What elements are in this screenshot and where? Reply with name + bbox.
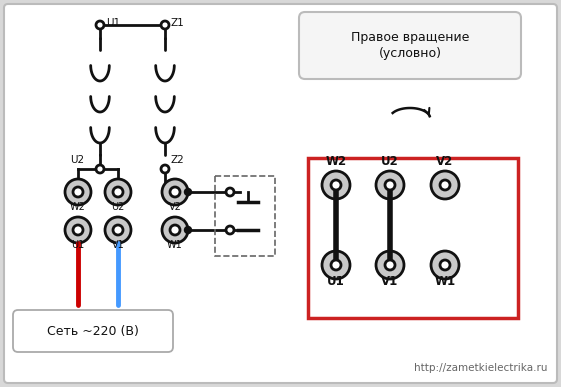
Circle shape — [73, 225, 83, 235]
Text: Z2: Z2 — [171, 155, 185, 165]
Circle shape — [385, 180, 395, 190]
Circle shape — [331, 180, 341, 190]
FancyBboxPatch shape — [13, 310, 173, 352]
Circle shape — [162, 217, 188, 243]
Circle shape — [431, 251, 459, 279]
Text: Сеть ~220 (В): Сеть ~220 (В) — [47, 325, 139, 339]
Text: V2: V2 — [168, 202, 181, 212]
Circle shape — [376, 251, 404, 279]
FancyBboxPatch shape — [299, 12, 521, 79]
Text: W2: W2 — [325, 155, 347, 168]
Bar — [215, 176, 275, 256]
Text: U2: U2 — [111, 202, 125, 212]
Circle shape — [65, 179, 91, 205]
Circle shape — [113, 225, 123, 235]
Circle shape — [105, 217, 131, 243]
Text: Правое вращение
(условно): Правое вращение (условно) — [351, 31, 469, 60]
Circle shape — [170, 225, 180, 235]
Circle shape — [226, 188, 234, 196]
Circle shape — [322, 171, 350, 199]
Circle shape — [440, 180, 450, 190]
Text: U1: U1 — [71, 240, 85, 250]
Circle shape — [170, 187, 180, 197]
Text: W2: W2 — [70, 202, 86, 212]
Circle shape — [65, 217, 91, 243]
Circle shape — [73, 187, 83, 197]
Text: V2: V2 — [436, 155, 454, 168]
FancyBboxPatch shape — [4, 4, 557, 383]
Text: W1: W1 — [167, 240, 183, 250]
Circle shape — [322, 251, 350, 279]
Text: V1: V1 — [112, 240, 125, 250]
Circle shape — [113, 187, 123, 197]
Circle shape — [440, 260, 450, 270]
Text: W1: W1 — [434, 275, 456, 288]
Text: http://zametkielectrika.ru: http://zametkielectrika.ru — [415, 363, 548, 373]
Circle shape — [226, 226, 234, 234]
Circle shape — [161, 21, 169, 29]
Text: U1: U1 — [327, 275, 345, 288]
Text: U2: U2 — [70, 155, 84, 165]
Circle shape — [96, 21, 104, 29]
Circle shape — [376, 171, 404, 199]
Text: U1: U1 — [106, 18, 120, 28]
Circle shape — [162, 179, 188, 205]
Circle shape — [385, 260, 395, 270]
Text: U2: U2 — [381, 155, 399, 168]
Circle shape — [185, 188, 191, 195]
Text: V1: V1 — [381, 275, 399, 288]
Circle shape — [161, 165, 169, 173]
Circle shape — [431, 171, 459, 199]
Bar — [308, 158, 518, 318]
Circle shape — [105, 179, 131, 205]
Circle shape — [185, 226, 191, 233]
Text: Z1: Z1 — [171, 18, 185, 28]
Circle shape — [331, 260, 341, 270]
Circle shape — [96, 165, 104, 173]
